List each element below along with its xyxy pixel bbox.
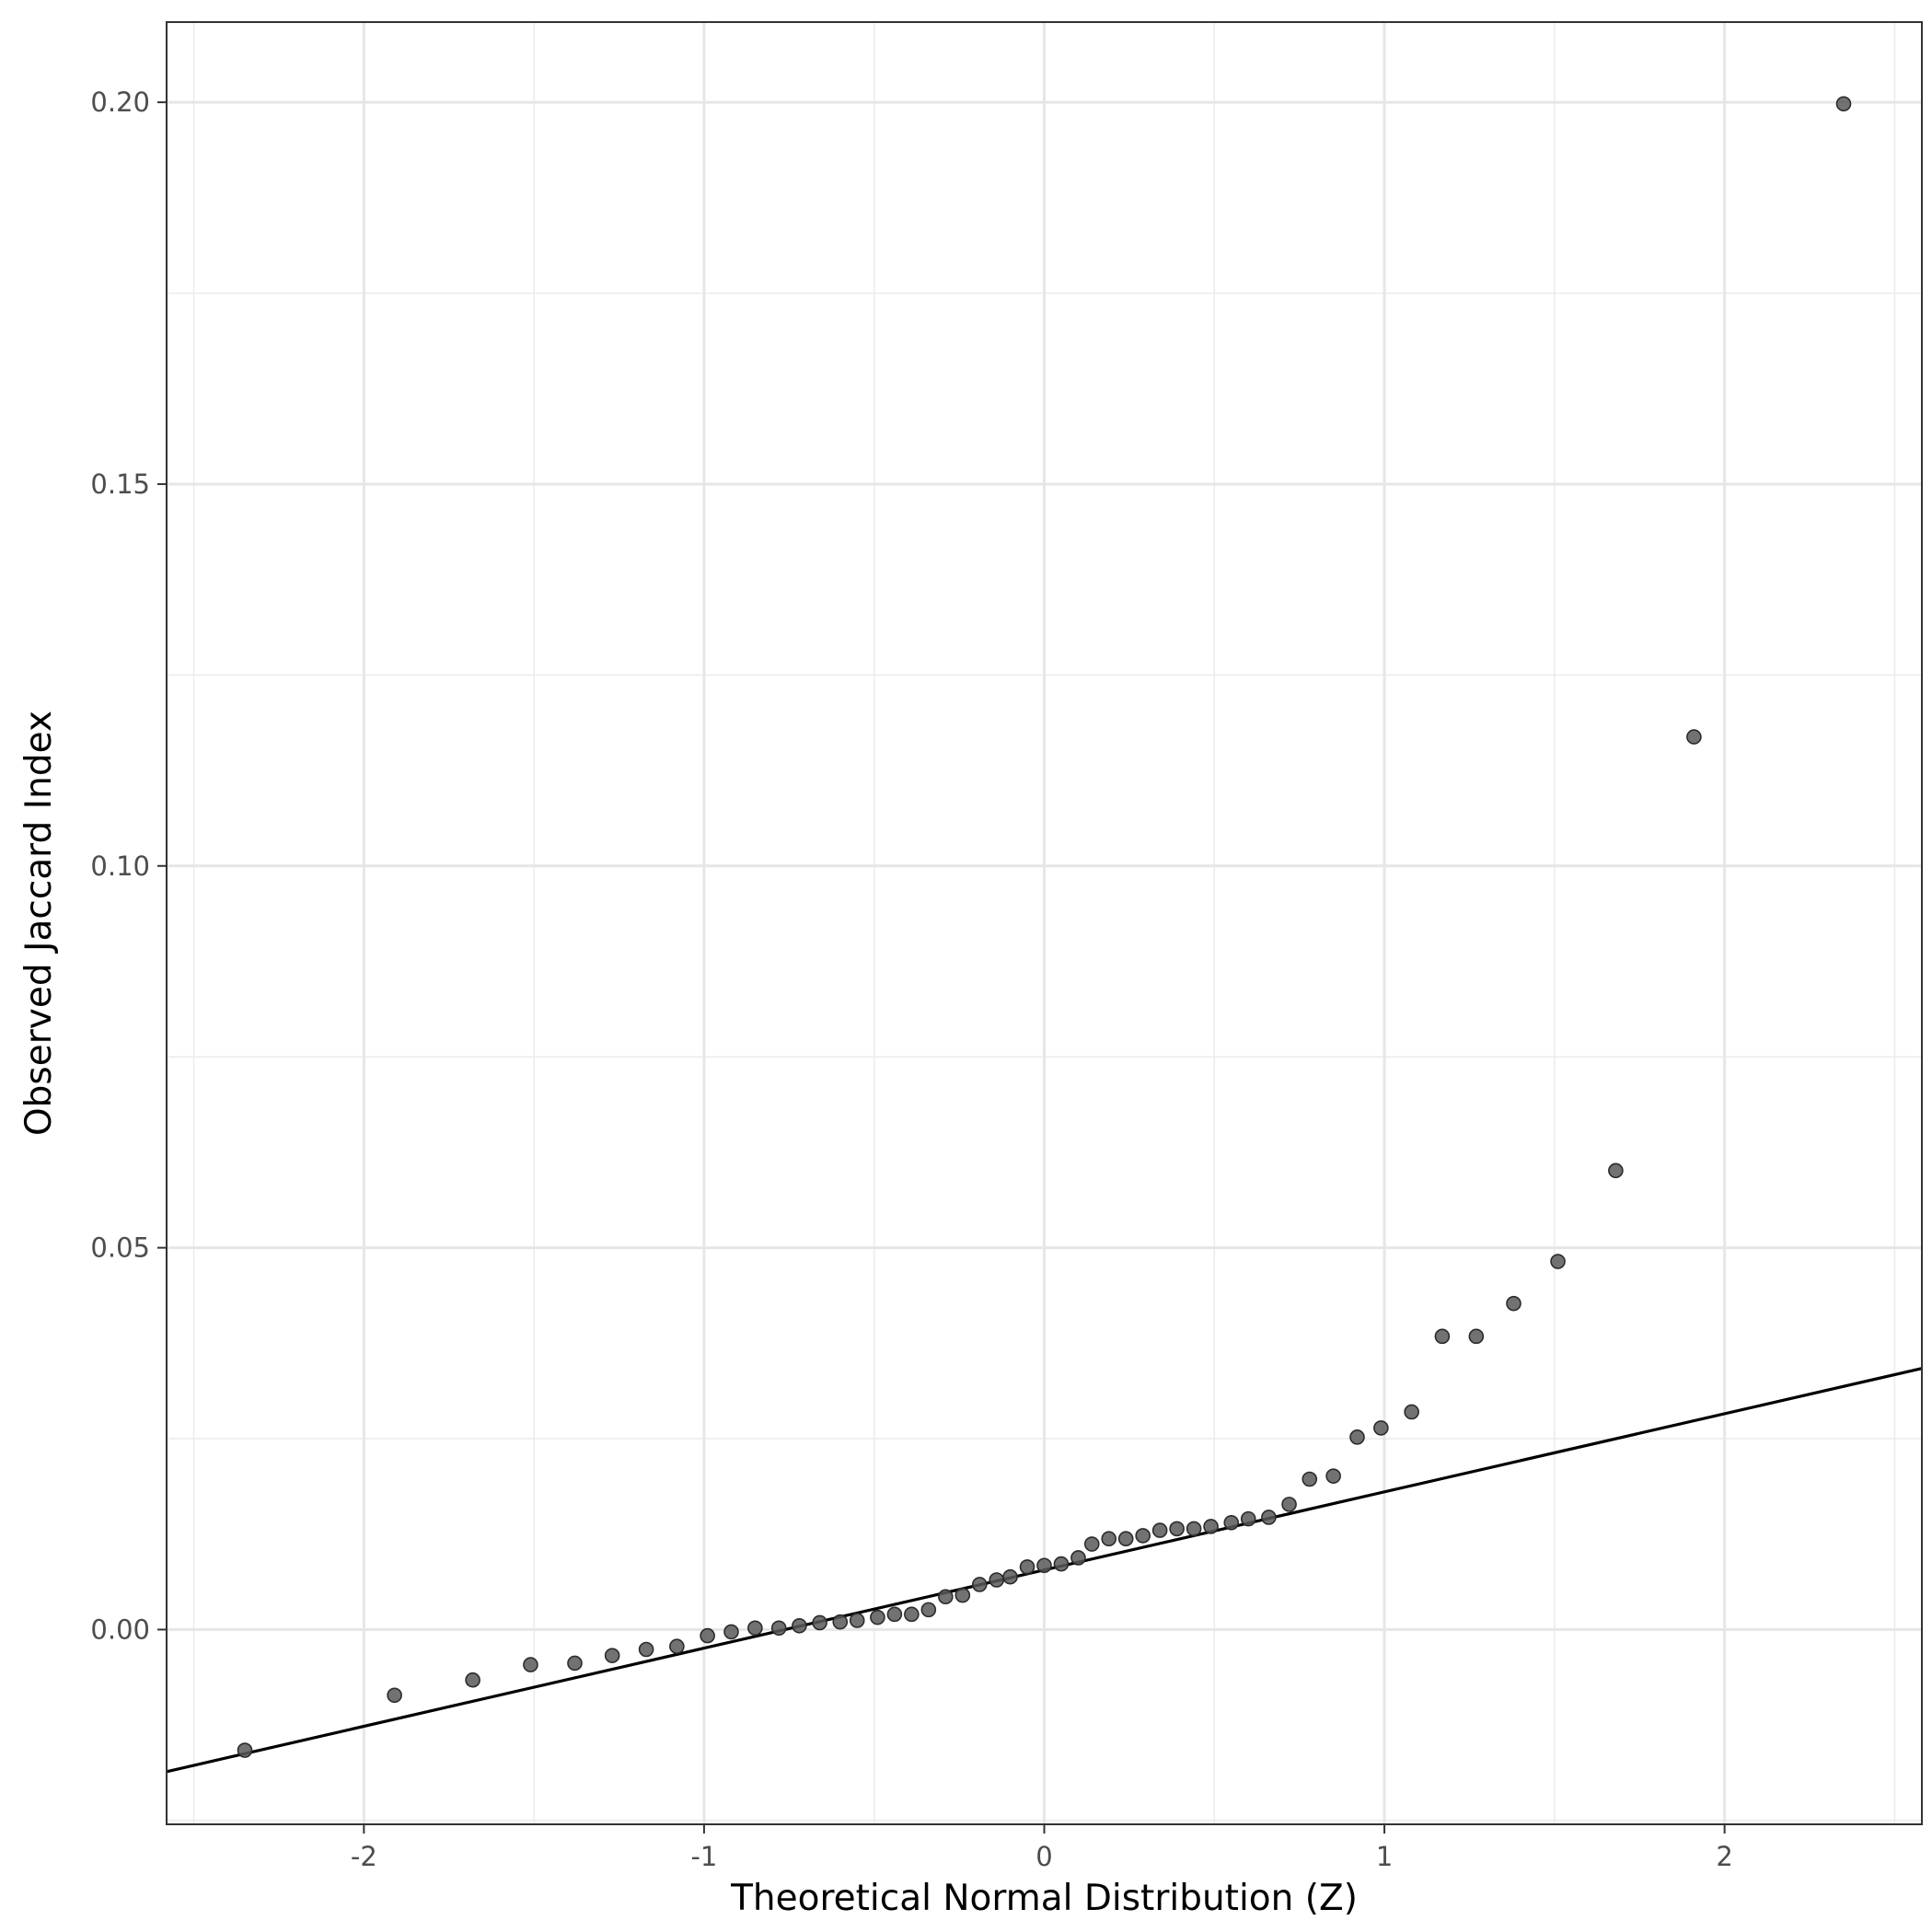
data-point: [770, 1620, 787, 1637]
x-tick-label: 0: [1035, 1841, 1052, 1872]
data-point: [523, 1657, 538, 1672]
data-point: [832, 1614, 849, 1630]
data-point: [700, 1627, 715, 1644]
data-point: [1301, 1471, 1318, 1487]
data-point: [1135, 1528, 1151, 1544]
data-point: [989, 1572, 1005, 1588]
data-point: [886, 1606, 903, 1623]
data-point: [1019, 1559, 1035, 1575]
data-point: [669, 1638, 685, 1654]
data-point: [723, 1624, 739, 1640]
y-axis-ticks: 0.00 0.05 0.10 0.15 0.20: [90, 87, 167, 1645]
x-axis-title: Theoretical Normal Distribution (Z): [730, 1878, 1358, 1919]
data-point: [1186, 1521, 1202, 1537]
y-axis-title: Observed Jaccard Index: [18, 711, 60, 1136]
y-tick-label: 0.05: [90, 1232, 150, 1264]
data-point: [237, 1742, 253, 1758]
data-point: [1434, 1328, 1451, 1345]
data-point: [1070, 1550, 1086, 1566]
x-tick-label: -2: [351, 1841, 377, 1872]
data-point: [954, 1587, 971, 1603]
data-point: [1169, 1521, 1185, 1537]
data-point: [747, 1620, 763, 1637]
y-tick-label: 0.00: [90, 1614, 150, 1645]
data-point: [1203, 1519, 1219, 1534]
data-point: [971, 1577, 988, 1592]
data-point: [920, 1602, 937, 1618]
data-point: [1053, 1556, 1070, 1572]
data-point: [904, 1606, 920, 1623]
data-point: [387, 1687, 402, 1704]
data-point: [567, 1655, 583, 1672]
x-tick-label: -1: [690, 1841, 717, 1872]
data-point: [1835, 96, 1852, 112]
data-point: [1550, 1254, 1566, 1269]
x-axis-ticks: -2 -1 0 1 2: [351, 1824, 1733, 1872]
data-point: [812, 1614, 827, 1631]
data-point: [1036, 1557, 1052, 1574]
data-point: [1686, 729, 1702, 745]
data-point: [1117, 1531, 1134, 1547]
data-point: [638, 1641, 654, 1658]
data-point: [1101, 1531, 1117, 1547]
data-point: [870, 1609, 885, 1625]
data-point: [1349, 1429, 1365, 1445]
data-points: [237, 96, 1852, 1758]
data-point: [1404, 1404, 1419, 1420]
data-point: [849, 1613, 865, 1628]
data-point: [1325, 1468, 1341, 1484]
y-tick-label: 0.10: [90, 850, 150, 882]
data-point: [1281, 1497, 1297, 1512]
data-point: [465, 1672, 480, 1688]
data-point: [792, 1617, 807, 1634]
y-tick-label: 0.15: [90, 469, 150, 500]
data-point: [1608, 1163, 1624, 1179]
data-point: [1223, 1514, 1240, 1531]
data-point: [1002, 1568, 1018, 1585]
data-point: [1261, 1510, 1277, 1525]
data-point: [604, 1648, 620, 1663]
x-tick-label: 2: [1716, 1841, 1732, 1872]
y-tick-label: 0.20: [90, 87, 150, 118]
major-gridlines: [167, 22, 1922, 1824]
x-tick-label: 1: [1376, 1841, 1393, 1872]
data-point: [1506, 1295, 1521, 1312]
data-point: [1468, 1328, 1485, 1345]
data-point: [1373, 1420, 1389, 1436]
data-point: [1151, 1522, 1168, 1538]
data-point: [1083, 1536, 1100, 1552]
data-point: [1240, 1510, 1256, 1527]
data-point: [938, 1589, 954, 1605]
